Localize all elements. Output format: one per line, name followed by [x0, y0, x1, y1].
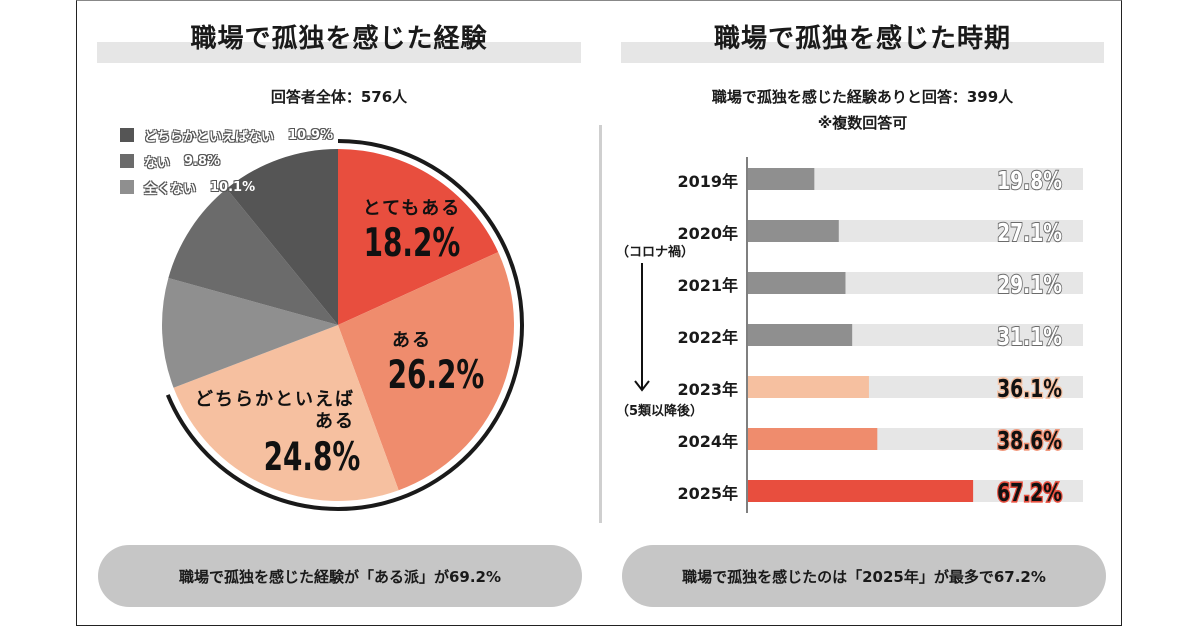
left-subtitle: 回答者全体：576人 [270, 88, 408, 106]
pie-slice [338, 149, 499, 325]
right-summary-pill: 職場で孤独を感じたのは「2025年」が最多で67.2% [622, 545, 1106, 607]
legend-item: どちらかといえばない 10.9% [120, 122, 333, 148]
year-label: 2020年 [677, 224, 738, 243]
pie-slice-value: 24.8% [264, 434, 361, 480]
left-title-band [97, 42, 581, 63]
pie-slice [338, 252, 514, 491]
legend-item: 全くない 10.1% [120, 174, 333, 200]
pie-slice-label: ある [392, 330, 432, 351]
right-title-band [621, 42, 1104, 63]
left-title: 職場で孤独を感じた経験 [190, 24, 488, 54]
year-label: 2021年 [677, 276, 738, 295]
legend-value: 9.8% [184, 153, 221, 169]
pie-legend: どちらかといえばない 10.9% ない 9.8% 全くない 10.1% [120, 122, 333, 200]
year-label: 2019年 [677, 172, 738, 191]
pie-slice [226, 149, 338, 325]
right-subtitle-line2: ※複数回答可 [817, 114, 908, 132]
note-corona: （コロナ禍） [616, 245, 695, 260]
legend-swatch [120, 180, 134, 194]
pie-slice-label: どちらかといえばある [195, 389, 355, 432]
pie-slice-value: 26.2% [388, 352, 485, 398]
legend-value: 10.1% [210, 179, 256, 195]
right-subtitle-line1: 職場で孤独を感じた経験ありと回答：399人 [711, 88, 1014, 106]
legend-value: 10.9% [288, 127, 334, 143]
pie-slice-value: 18.2% [364, 220, 461, 266]
year-label: 2022年 [677, 328, 738, 347]
legend-label: 全くない [144, 181, 197, 197]
figure-frame [76, 0, 1122, 626]
pie-slice [168, 188, 338, 325]
pie-slice-label: とてもある [363, 198, 462, 219]
down-arrow-icon [634, 263, 650, 392]
legend-swatch [120, 128, 134, 142]
year-label: 2024年 [677, 432, 738, 451]
note-after-class5: （5類以降後） [616, 404, 704, 419]
legend-swatch [120, 154, 134, 168]
right-title: 職場で孤独を感じた時期 [713, 24, 1011, 54]
legend-label: どちらかといえばない [144, 129, 275, 145]
pie-slice [173, 325, 399, 502]
year-label: 2025年 [677, 484, 738, 503]
panel-divider [599, 125, 602, 523]
pie-slice [161, 278, 338, 388]
legend-label: ない [144, 155, 171, 171]
left-summary-pill: 職場で孤独を感じた経験が「ある派」が69.2% [98, 545, 582, 607]
highlight-arc [165, 139, 524, 511]
legend-item: ない 9.8% [120, 148, 333, 174]
year-label: 2023年 [677, 380, 738, 399]
